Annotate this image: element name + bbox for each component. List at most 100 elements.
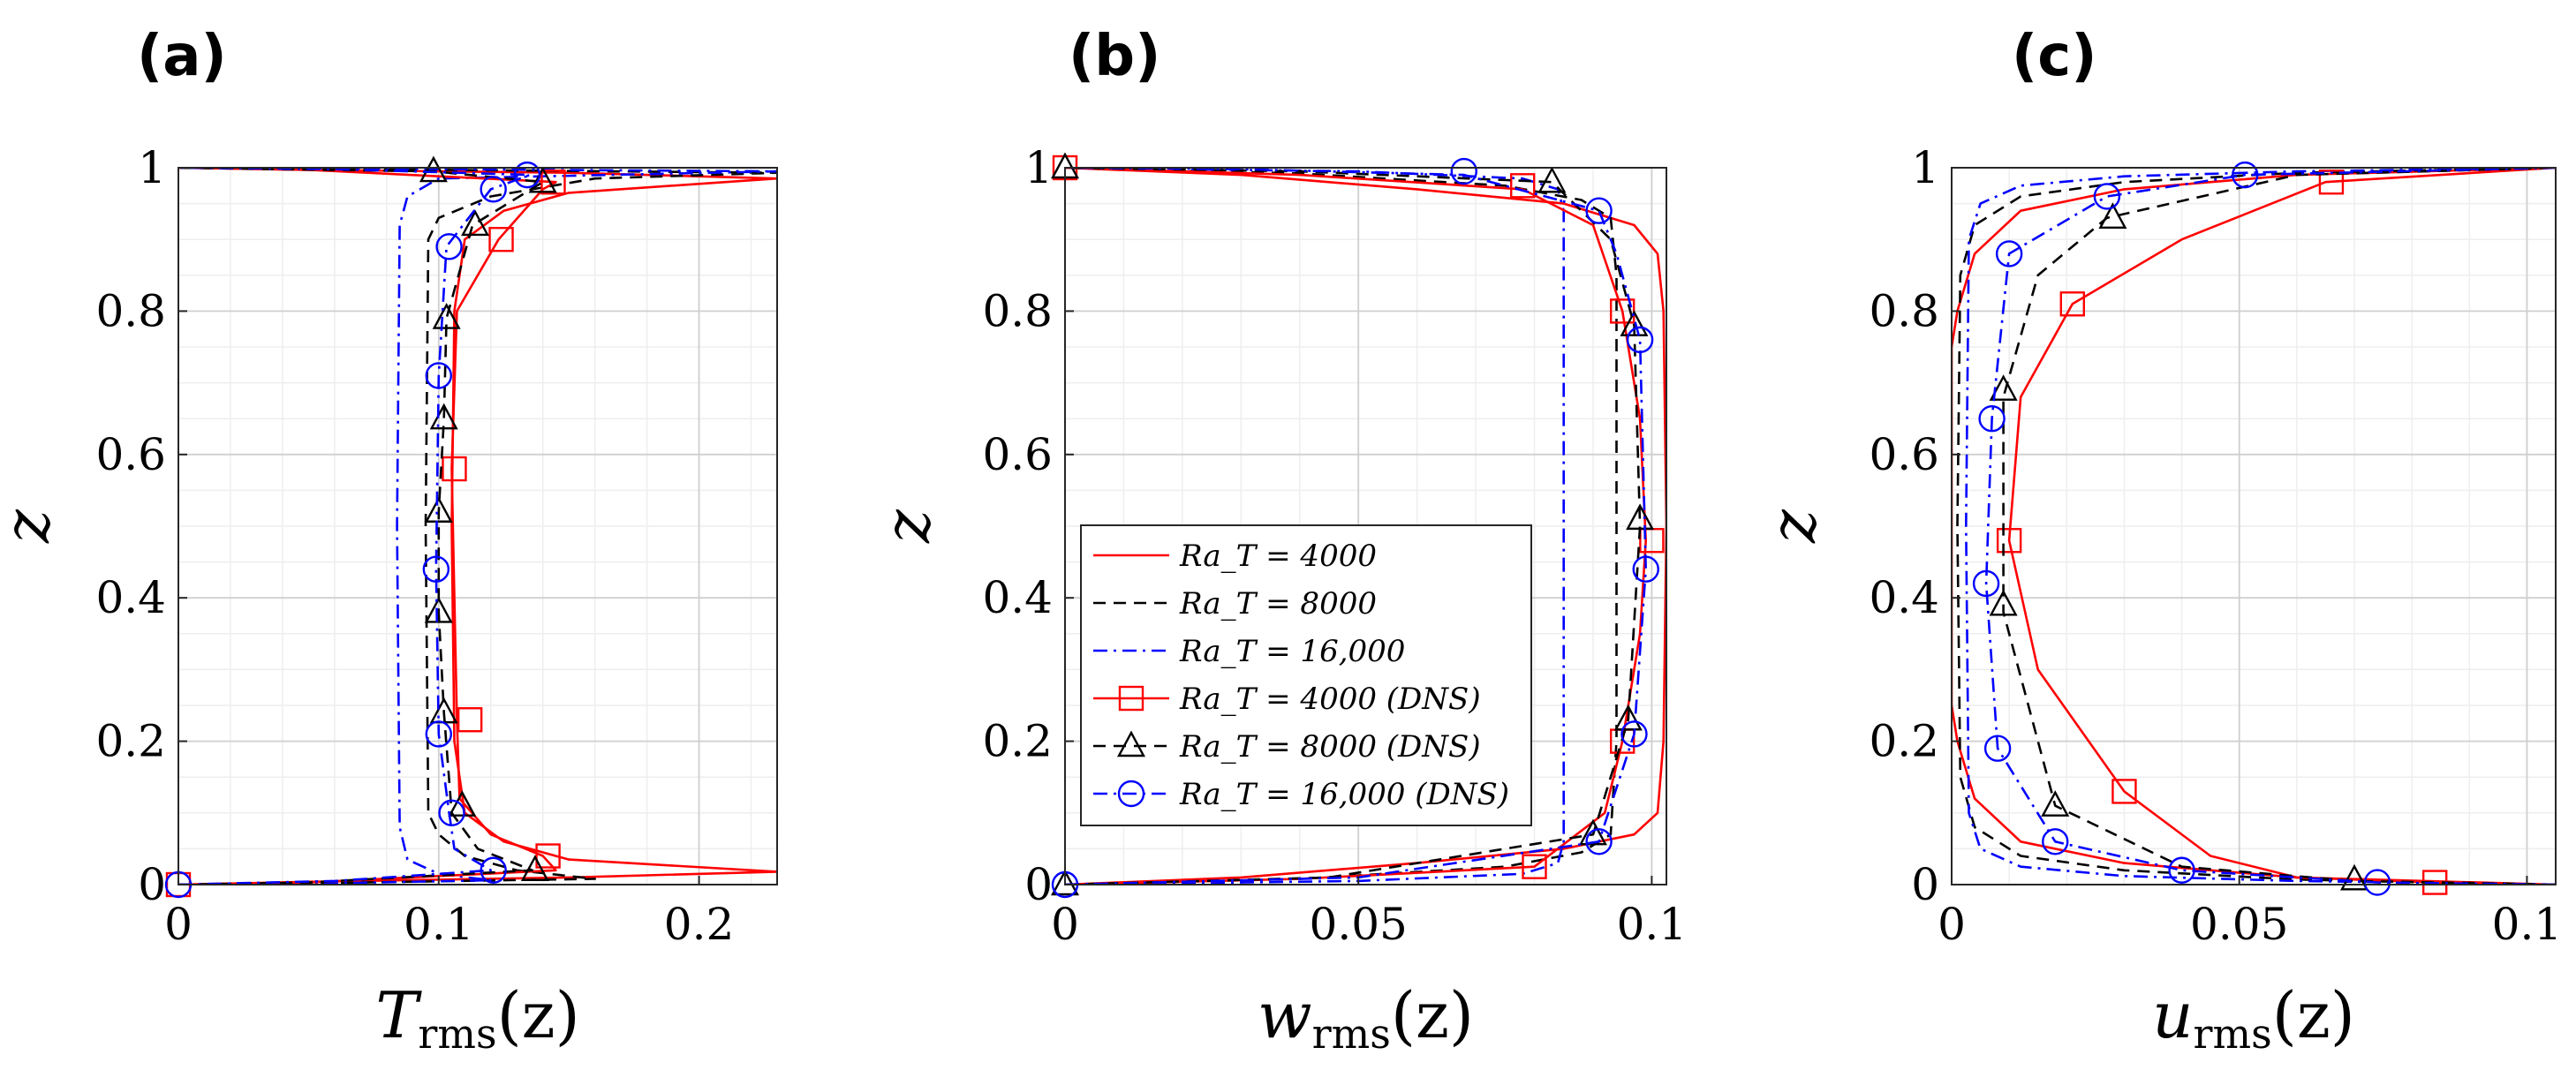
data-point (1989, 589, 2018, 616)
plot-frame (1951, 167, 2557, 885)
data-point (425, 362, 452, 389)
data-point (1996, 528, 2022, 554)
series-line (1956, 168, 2556, 885)
data-point (1450, 157, 1477, 185)
x-tick-label: 0.2 (664, 899, 735, 950)
series-2 (1065, 168, 1618, 885)
panel-3: (c) 0 0.05 0.1 0 0.2 0.4 0.6 0.8 1 z urms(z) (1756, 24, 2562, 1058)
y-tick-label: 0.4 (95, 572, 166, 623)
data-point (1626, 326, 1654, 354)
data-point (2339, 863, 2369, 891)
series-line (1065, 168, 1618, 885)
y-tick-label: 0.6 (1869, 429, 1939, 480)
data-point (435, 233, 463, 260)
data-point (513, 161, 541, 189)
y-tick-label: 1 (1911, 142, 1939, 193)
data-point (457, 707, 483, 733)
panel-label: (a) (137, 24, 227, 89)
plot-frame (178, 167, 778, 885)
series-2 (1956, 168, 2556, 885)
data-point (2098, 202, 2127, 230)
data-point (424, 496, 453, 523)
data-point (2111, 779, 2137, 804)
data-point (480, 176, 507, 203)
panel-label: (b) (1069, 24, 1160, 89)
series-5 (1989, 168, 2556, 891)
x-axis-label: wrms(z) (1258, 978, 1474, 1058)
legend: Ra_T = 4000 Ra_T = 8000 Ra_T = 16,000 Ra_T … (1080, 524, 1532, 826)
x-tick-label: 0.05 (1310, 899, 1408, 950)
data-point (2232, 161, 2259, 189)
y-tick-label: 0.8 (982, 285, 1053, 336)
series-1 (1952, 168, 2556, 885)
series-3 (1965, 168, 2556, 885)
data-point (1972, 569, 2000, 598)
panel-label: (c) (2012, 24, 2096, 89)
data-point (448, 790, 477, 817)
data-point (1632, 555, 1659, 583)
data-point (535, 843, 561, 869)
y-tick-label: 0 (1024, 859, 1053, 910)
y-axis-label: z (870, 509, 944, 544)
data-point (2093, 183, 2121, 210)
x-axis-label-sub: rms (418, 1010, 496, 1058)
y-tick-label: 0.2 (982, 716, 1053, 767)
data-point (1510, 173, 1536, 199)
legend-label: Ra_T = 4000 (DNS) (1179, 682, 1481, 717)
series-4 (165, 168, 566, 898)
data-point (1537, 166, 1567, 193)
series-line (1065, 168, 1642, 885)
data-point (1585, 828, 1613, 855)
legend-label: Ra_T = 8000 (DNS) (1179, 729, 1481, 765)
y-tick-label: 0 (1911, 859, 1939, 910)
y-tick-label: 0.8 (1869, 285, 1939, 336)
y-axis-label: z (1756, 509, 1830, 544)
data-point (442, 456, 467, 482)
series-6 (1972, 161, 2556, 896)
panel-2: (b) 0 0.05 0.1 0 0.2 0.4 0.6 0.8 1 z wrms(z) Ra_T = … (870, 24, 1687, 1058)
x-axis-label-suffix: (z) (2272, 978, 2355, 1052)
y-tick-label: 0 (138, 859, 166, 910)
plot-frame (1064, 167, 1667, 885)
data-point (1578, 818, 1607, 846)
data-point (2041, 790, 2070, 817)
data-point (438, 799, 465, 826)
series-4 (1996, 168, 2556, 895)
legend-marker (1116, 730, 1146, 757)
x-axis-label: Trms(z) (375, 978, 579, 1058)
x-axis-label-var: u (2152, 978, 2193, 1052)
x-tick-label: 0 (164, 899, 193, 950)
data-point (1983, 735, 2012, 762)
data-point (480, 856, 507, 884)
legend-label: Ra_T = 8000 (1179, 586, 1377, 622)
data-point (1626, 503, 1655, 531)
x-tick-label: 0 (1938, 899, 1966, 950)
y-tick-label: 0.6 (95, 429, 166, 480)
series-3 (178, 168, 777, 885)
x-axis-label-sub: rms (2194, 1010, 2272, 1058)
data-point (540, 170, 566, 195)
data-point (422, 555, 450, 583)
y-tick-label: 0.4 (1869, 572, 1939, 623)
series-line (1965, 168, 2556, 885)
legend-marker (1117, 780, 1145, 808)
legend-label: Ra_T = 16,000 (DNS) (1179, 777, 1509, 812)
legend-box (1080, 524, 1532, 826)
data-point (2168, 856, 2195, 884)
series-1 (178, 168, 777, 885)
series-2 (178, 168, 777, 885)
x-axis-label-suffix: (z) (497, 978, 580, 1052)
x-tick-label: 0 (1051, 899, 1079, 950)
data-point (2318, 170, 2345, 195)
x-axis-label: urms(z) (2152, 978, 2355, 1058)
data-point (520, 855, 549, 881)
series-line (178, 168, 777, 885)
data-point (1620, 310, 1649, 336)
legend-marker (1118, 685, 1144, 712)
data-point (425, 720, 452, 748)
data-point (2059, 291, 2086, 317)
data-point (528, 166, 557, 193)
series-1 (1065, 168, 1666, 885)
y-tick-label: 0.2 (95, 716, 166, 767)
data-point (1620, 720, 1648, 748)
